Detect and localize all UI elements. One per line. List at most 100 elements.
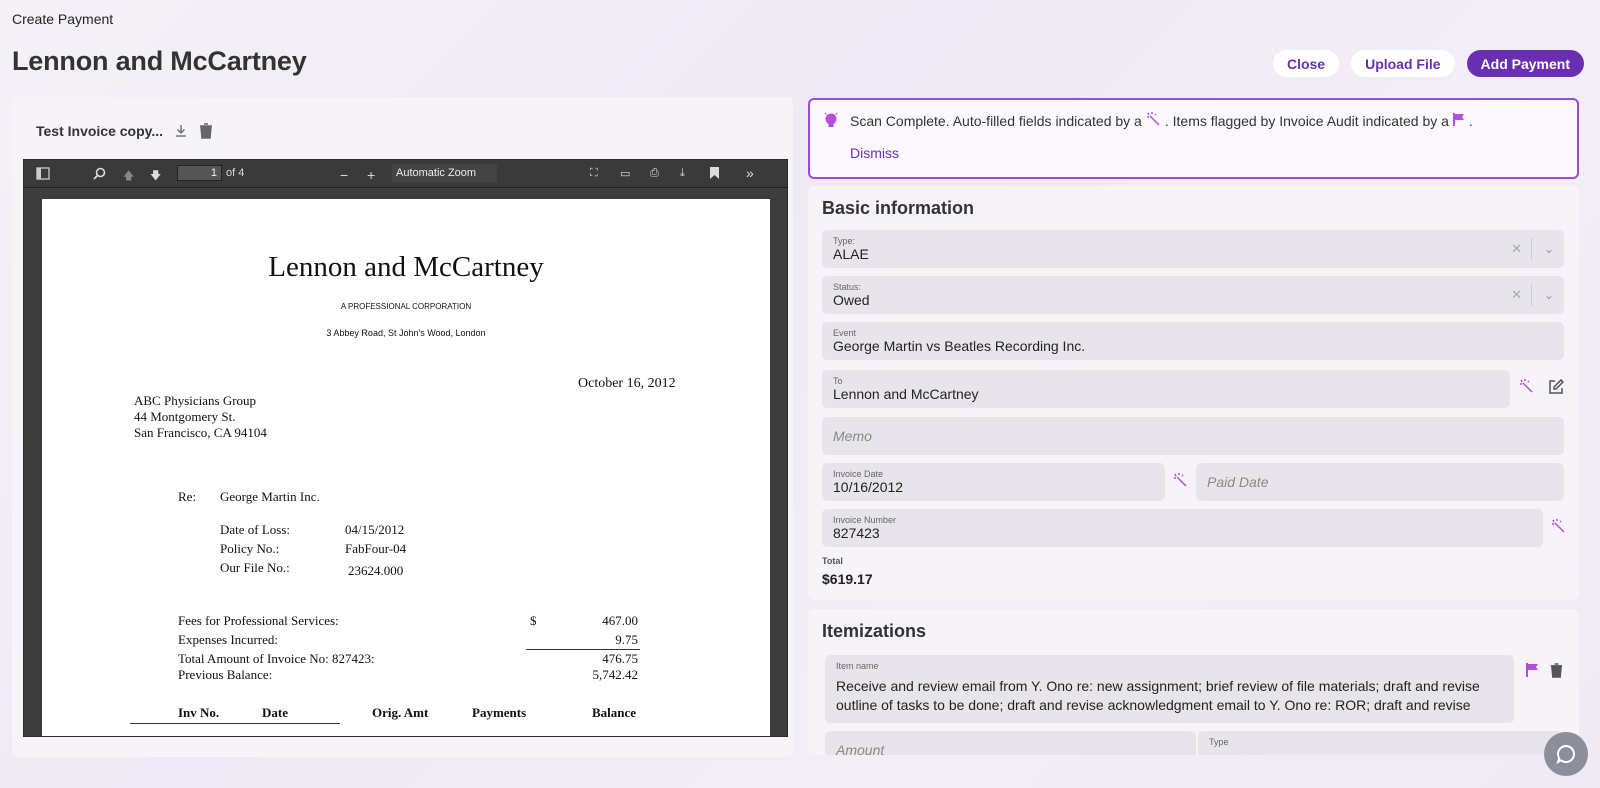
select-separator	[1531, 238, 1532, 260]
save-icon[interactable]: ⤓	[680, 167, 685, 179]
type-value: ALAE	[833, 246, 869, 262]
add-payment-button[interactable]: Add Payment	[1466, 50, 1584, 77]
select-separator	[1531, 284, 1532, 306]
pdf-detail-value: 04/15/2012	[345, 522, 405, 537]
amount-placeholder: Amount	[836, 742, 885, 755]
pdf-page: Lennon and McCartney A PROFESSIONAL CORP…	[42, 199, 770, 736]
pdf-previous-balance-value: 5,742.42	[592, 667, 639, 682]
edit-icon[interactable]	[1548, 378, 1565, 399]
invoice-number-value: 827423	[833, 525, 880, 541]
status-select[interactable]: Status: Owed ✕ ⌄	[822, 276, 1564, 314]
memo-placeholder: Memo	[833, 428, 872, 444]
itemizations-title: Itemizations	[822, 621, 927, 641]
close-button[interactable]: Close	[1272, 50, 1340, 77]
print-icon[interactable]: ⎙	[650, 167, 659, 179]
scan-text-part: . Items flagged by Invoice Audit indicat…	[1164, 112, 1449, 129]
page-title: Lennon and McCartney	[12, 46, 307, 76]
pdf-previous-balance-label: Previous Balance:	[178, 667, 273, 682]
pdf-table-header: Orig. Amt	[372, 705, 429, 720]
type-label: Type:	[833, 236, 856, 246]
item-name-field[interactable]: Item name Receive and review email from …	[825, 655, 1514, 723]
status-label: Status:	[833, 282, 862, 292]
pdf-table-header: Date	[262, 705, 288, 720]
total-value: $619.17	[822, 571, 873, 587]
scan-message: Scan Complete. Auto-filled fields indica…	[850, 112, 1473, 129]
tools-menu-icon[interactable]: »	[746, 165, 754, 181]
pdf-address: 3 Abbey Road, St John's Wood, London	[326, 328, 486, 338]
pdf-date: October 16, 2012	[578, 376, 676, 391]
pdf-table-header: Balance	[592, 705, 637, 720]
download-icon[interactable]	[173, 123, 189, 139]
pdf-detail-label: Date of Loss:	[220, 522, 291, 537]
upload-file-button[interactable]: Upload File	[1351, 50, 1455, 77]
pdf-total-label: Total Amount of Invoice No: 827423:	[178, 651, 375, 666]
pdf-fees-label: Fees for Professional Services:	[178, 613, 339, 628]
chevron-down-icon[interactable]: ⌄	[1543, 242, 1554, 256]
pdf-expenses-value: 9.75	[615, 632, 638, 647]
pdf-fees-value: 467.00	[602, 613, 638, 628]
zoom-select[interactable]: Automatic Zoom	[392, 164, 497, 182]
chat-support-icon[interactable]	[1544, 732, 1588, 776]
pdf-re-value: George Martin Inc.	[220, 489, 320, 504]
paid-date-placeholder: Paid Date	[1207, 474, 1269, 490]
pdf-total-value: 476.75	[602, 651, 638, 666]
fullscreen-icon[interactable]: ⛶	[590, 167, 598, 179]
pdf-sum-rule	[526, 649, 640, 650]
basic-information-title: Basic information	[822, 198, 975, 218]
basic-information-card: Basic information Type: ALAE ✕ ⌄ Status:…	[808, 186, 1579, 600]
memo-field[interactable]: Memo	[822, 417, 1564, 455]
pdf-table-rule	[130, 723, 340, 724]
clear-icon[interactable]: ✕	[1511, 241, 1522, 256]
pdf-recipient: ABC Physicians Group 44 Montgomery St. S…	[134, 393, 267, 440]
invoice-date-field[interactable]: Invoice Date 10/16/2012	[822, 463, 1165, 501]
pdf-table-header: Payments	[472, 705, 527, 720]
scan-text-part: .	[1468, 112, 1473, 129]
magic-wand-icon	[1519, 379, 1534, 397]
page-number-input[interactable]: 1	[177, 165, 222, 181]
item-type-label: Type	[1209, 737, 1229, 747]
pdf-detail-value: FabFour-04	[345, 541, 407, 556]
pdf-detail-value: 23624.000	[348, 563, 404, 578]
document-panel: Test Invoice copy... 🡅 🡇 1 of 4 − + A	[12, 97, 793, 757]
chevron-down-icon[interactable]: ⌄	[1543, 288, 1554, 302]
pdf-detail-label: Policy No.:	[220, 541, 280, 556]
file-name: Test Invoice copy...	[36, 123, 164, 139]
amount-field[interactable]: Amount	[825, 731, 1196, 755]
bookmark-icon[interactable]	[710, 167, 719, 179]
invoice-number-field[interactable]: Invoice Number 827423	[822, 509, 1543, 547]
event-field[interactable]: Event George Martin vs Beatles Recording…	[822, 322, 1564, 360]
invoice-date-value: 10/16/2012	[833, 479, 904, 495]
to-label: To	[833, 376, 843, 386]
pdf-detail-label: Our File No.:	[220, 560, 290, 575]
trash-icon[interactable]	[199, 123, 213, 139]
type-select[interactable]: Type: ALAE ✕ ⌄	[822, 230, 1564, 268]
total-label: Total	[822, 556, 843, 566]
next-page-icon[interactable]: 🡇	[150, 170, 162, 182]
flag-icon[interactable]	[1526, 663, 1539, 681]
pdf-subtitle: A PROFESSIONAL CORPORATION	[340, 302, 472, 311]
pdf-dollar-sign: $	[530, 613, 537, 628]
scan-complete-banner: Scan Complete. Auto-filled fields indica…	[808, 98, 1579, 179]
paid-date-field[interactable]: Paid Date	[1196, 463, 1564, 501]
page-total: of 4	[226, 167, 245, 179]
to-field[interactable]: To Lennon and McCartney	[822, 370, 1510, 408]
event-value: George Martin vs Beatles Recording Inc.	[833, 338, 1086, 354]
item-type-select[interactable]: Type	[1198, 731, 1563, 755]
scan-text-part: Scan Complete. Auto-filled fields indica…	[850, 112, 1142, 129]
previous-page-icon[interactable]: 🡅	[123, 170, 135, 182]
trash-icon[interactable]	[1550, 663, 1563, 682]
clear-icon[interactable]: ✕	[1511, 287, 1522, 302]
magic-wand-icon	[1146, 112, 1161, 129]
magic-wand-icon	[1551, 519, 1566, 537]
item-name-label: Item name	[836, 661, 879, 671]
sidebar-toggle-icon[interactable]	[36, 167, 50, 180]
zoom-in-icon[interactable]: +	[367, 167, 376, 183]
item-name-value: Receive and review email from Y. Ono re:…	[836, 678, 1480, 713]
itemizations-card: Itemizations Item name Receive and revie…	[808, 609, 1579, 755]
open-file-icon[interactable]: ▭	[620, 168, 631, 180]
dismiss-link[interactable]: Dismiss	[850, 145, 899, 161]
zoom-out-icon[interactable]: −	[340, 167, 349, 183]
pdf-expenses-label: Expenses Incurred:	[178, 632, 278, 647]
search-icon[interactable]	[93, 167, 106, 180]
pdf-viewer[interactable]: 🡅 🡇 1 of 4 − + Automatic Zoom ⛶ ▭ ⎙ ⤓ » …	[23, 159, 788, 737]
